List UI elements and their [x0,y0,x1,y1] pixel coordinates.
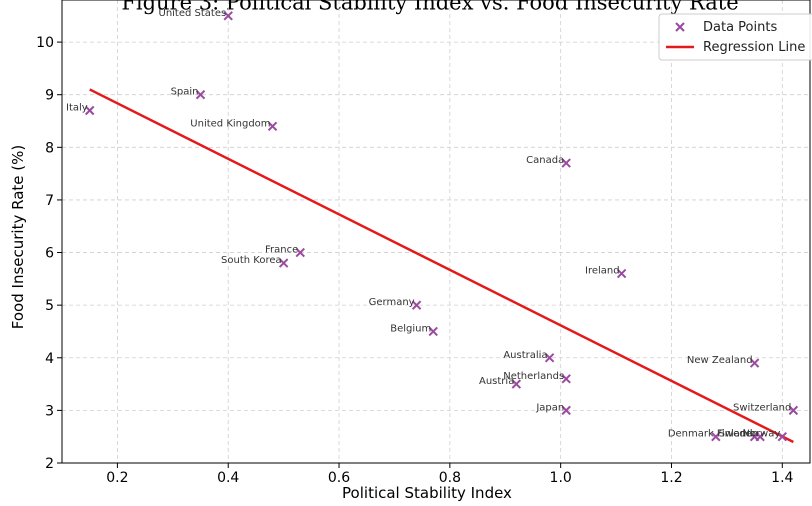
point-label-united-states: United States [159,8,227,19]
data-point-united-states [223,11,233,21]
data-point-italy [84,105,95,116]
y-tick-label: 7 [45,193,54,209]
legend-cross-icon [675,22,685,32]
data-point-netherlands [561,374,571,384]
x-tick-label: 0.6 [328,470,350,486]
data-point-ireland [616,268,627,279]
point-label-spain: Spain [171,87,199,98]
y-axis-ticks: 2 3 4 5 6 7 8 9 10 [36,35,62,472]
point-label-switzerland: Switzerland [733,402,791,413]
point-label-netherlands: Netherlands [503,371,564,382]
y-tick-label: 4 [45,351,54,367]
y-axis-label: Food Insecurity Rate (%) [9,145,27,329]
plot-frame [61,0,811,464]
regression-line [89,88,794,444]
y-tick-label: 8 [45,140,54,156]
x-tick-label: 0.4 [217,470,239,486]
y-tick-label: 5 [45,298,54,314]
point-label-united-kingdom: United Kingdom [190,118,270,129]
y-tick-label: 9 [45,88,54,104]
data-point-germany [411,300,422,310]
data-point-denmark [711,431,721,442]
x-axis-label: Political Stability Index [342,484,512,502]
legend-label-regression-line: Regression Line [703,40,805,55]
legend-box [658,13,812,61]
legend-marker-data-points [675,22,685,32]
y-tick-label: 2 [45,456,54,472]
data-point-austria [511,379,522,389]
point-label-france: France [265,245,298,256]
x-tick-label: 1.0 [550,470,572,486]
data-point-belgium [428,326,438,337]
legend-label-data-points: Data Points [703,20,777,35]
data-point-united-kingdom [267,121,278,131]
point-label-south-korea: South Korea [221,255,282,266]
y-tick-label: 6 [45,246,54,262]
x-tick-label: 0.8 [439,470,461,486]
data-point-switzerland [788,405,799,416]
data-point-france [295,247,305,258]
data-point-sweden [755,431,765,442]
point-label-japan: Japan [535,402,564,413]
grid-lines [62,0,810,464]
data-point-norway [777,431,788,442]
point-label-ireland: Ireland [585,266,620,277]
x-axis-ticks: 0.2 0.4 0.6 0.8 1.0 1.2 1.4 [106,463,794,486]
point-label-australia: Australia [503,350,547,361]
y-tick-label: 3 [45,403,54,419]
data-point-new-zealand [749,358,760,368]
data-point-south-korea [278,258,289,268]
point-labels-layer: United States Spain Italy United Kingdom Can… [66,8,791,440]
legend: Data Points Regression Line [658,13,812,61]
point-label-finland: Finland [717,429,753,440]
point-label-canada: Canada [526,155,564,166]
point-label-norway: Norway [742,429,780,440]
chart-title: Figure 3: Political Stability Index vs. … [121,0,738,15]
data-point-canada [561,158,571,168]
point-label-sweden: Sweden [719,429,759,440]
point-label-denmark: Denmark [668,429,714,440]
x-tick-label: 0.2 [106,470,128,486]
y-tick-label: 10 [36,35,54,51]
regression-line-layer [89,88,794,444]
point-label-germany: Germany [369,297,415,308]
data-point-australia [544,353,555,363]
x-tick-label: 1.2 [660,470,682,486]
point-label-new-zealand: New Zealand [687,355,753,366]
x-tick-label: 1.4 [771,470,793,486]
data-point-japan [561,405,571,416]
point-label-italy: Italy [66,102,88,113]
point-label-austria: Austria [479,376,514,387]
data-point-spain [195,89,206,100]
point-label-belgium: Belgium [390,323,431,334]
data-points-layer [84,11,799,442]
